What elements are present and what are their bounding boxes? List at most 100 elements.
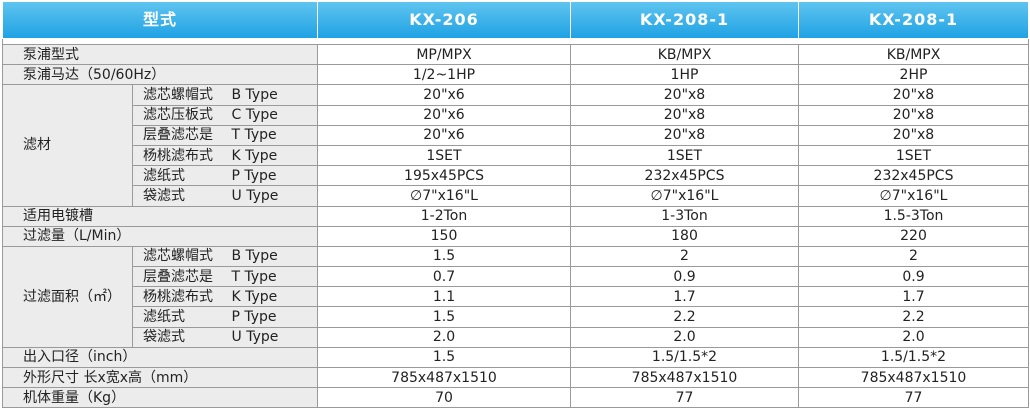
spec-row-dimensions: 外形尺寸 长x宽x高（mm） 785x487x1510 785x487x1510 78…	[2, 366, 1029, 389]
spec-row-filter-area-item: 滤纸式 P Type 1.5 2.2 2.2	[3, 306, 1029, 328]
spec-value: 1-3Ton	[570, 205, 799, 227]
sub-item-name: 滤芯压板式	[132, 104, 228, 126]
spec-value: 70	[317, 387, 571, 409]
spec-value: 1.5/1.5*2	[798, 346, 1029, 369]
sub-item-name: 层叠滤芯是	[132, 124, 228, 146]
sub-item-name: 滤芯螺帽式	[132, 84, 228, 106]
spec-value: KB/MPX	[570, 43, 799, 66]
spec-value: 1.5/1.5*2	[570, 346, 799, 369]
spec-value: ∅7"x16"L	[317, 185, 571, 207]
spec-value: 2.0	[570, 326, 799, 348]
spec-value: 1/2~1HP	[317, 64, 571, 86]
spec-value: 195x45PCS	[317, 165, 571, 187]
header-model-1: KX-206	[317, 2, 571, 39]
spec-value: 2.2	[570, 306, 799, 328]
spec-value: 232x45PCS	[570, 165, 799, 187]
spec-value: 1.5	[317, 306, 571, 328]
spec-value: 20"x8	[798, 84, 1029, 106]
spec-value: 1.7	[570, 286, 799, 308]
spec-value: 20"x8	[570, 104, 799, 126]
spec-value: 785x487x1510	[570, 366, 799, 389]
spec-value: 1.5	[317, 245, 571, 268]
sub-item-name: 滤纸式	[132, 165, 228, 187]
spec-row-filter-media-item: 滤纸式 P Type 195x45PCS 232x45PCS 232x45PCS	[3, 165, 1029, 187]
sub-item-name: 杨桃滤布式	[132, 144, 228, 167]
spec-value: 1SET	[798, 144, 1029, 167]
spec-value: 1SET	[570, 144, 799, 167]
spec-value: 20"x6	[317, 104, 571, 126]
sub-item-type: B Type	[227, 245, 318, 268]
sub-item-type: U Type	[227, 326, 318, 348]
sub-item-name: 层叠滤芯是	[132, 266, 228, 288]
spec-row-pump-type: 泵浦型式 MP/MPX KB/MPX KB/MPX	[2, 43, 1029, 66]
spec-table: 型式 KX-206 KX-208-1 KX-208-1 泵浦型式 MP/MPX KB…	[2, 2, 1029, 409]
spec-value: 232x45PCS	[798, 165, 1029, 187]
spec-row-port-diameter: 出入口径（inch） 1.5 1.5/1.5*2 1.5/1.5*2	[2, 346, 1029, 369]
spec-value: 2HP	[798, 64, 1029, 86]
spec-value: 1.5	[317, 346, 571, 369]
spec-value: 1SET	[317, 144, 571, 167]
row-label: 适用电镀槽	[2, 205, 318, 227]
spec-row-filter-media-item: 层叠滤芯是 T Type 20"x6 20"x8 20"x8	[3, 124, 1029, 146]
spec-row-filter-area-item: 层叠滤芯是 T Type 0.7 0.9 0.9	[3, 266, 1029, 288]
spec-value: 785x487x1510	[798, 366, 1029, 389]
sub-item-type: K Type	[227, 144, 318, 167]
sub-item-type: B Type	[227, 84, 318, 106]
spec-row-filter-media-item: 滤芯压板式 C Type 20"x6 20"x8 20"x8	[3, 104, 1029, 126]
spec-value: ∅7"x16"L	[570, 185, 799, 207]
spec-row-filter-area-item: 过滤面积（㎡） 滤芯螺帽式 B Type 1.5 2 2	[2, 245, 1029, 348]
spec-value: 77	[570, 387, 799, 409]
header-row: 型式 KX-206 KX-208-1 KX-208-1	[2, 2, 1029, 39]
spec-value: 77	[798, 387, 1029, 409]
spec-value: 785x487x1510	[317, 366, 571, 389]
spec-value: 20"x8	[798, 124, 1029, 146]
spec-value: 1.5-3Ton	[798, 205, 1029, 227]
sub-item-name: 滤纸式	[132, 306, 228, 328]
spec-row-filter-media-item: 袋滤式 U Type ∅7"x16"L ∅7"x16"L ∅7"x16"L	[3, 185, 1029, 207]
spec-row-filter-media-item: 杨桃滤布式 K Type 1SET 1SET 1SET	[3, 144, 1029, 167]
sub-item-type: T Type	[227, 124, 318, 146]
spec-row-filter-area-item: 袋滤式 U Type 2.0 2.0 2.0	[3, 326, 1029, 348]
spec-value: ∅7"x16"L	[798, 185, 1029, 207]
spec-body: 泵浦型式 MP/MPX KB/MPX KB/MPX 泵浦马达（50/60Hz） 1/2~1…	[2, 38, 1029, 409]
sub-item-name: 杨桃滤布式	[132, 286, 228, 308]
spec-row-plating-tank: 适用电镀槽 1-2Ton 1-3Ton 1.5-3Ton	[2, 205, 1029, 227]
spec-value: 2	[798, 245, 1029, 268]
sub-item-name: 袋滤式	[132, 326, 228, 348]
spec-value: 220	[798, 225, 1029, 247]
spec-row-filter-area-item: 杨桃滤布式 K Type 1.1 1.7 1.7	[3, 286, 1029, 308]
spec-value: 150	[317, 225, 571, 247]
spec-value: 2	[570, 245, 799, 268]
row-label: 出入口径（inch）	[2, 346, 318, 369]
sub-item-type: K Type	[227, 286, 318, 308]
spec-value: 2.2	[798, 306, 1029, 328]
spec-row-flow-rate: 过滤量（L/Min） 150 180 220	[2, 225, 1029, 247]
spec-row-weight: 机体重量（Kg） 70 77 77	[2, 387, 1029, 409]
sub-item-type: C Type	[227, 104, 318, 126]
sub-item-name: 袋滤式	[132, 185, 228, 207]
spec-value: 20"x8	[798, 104, 1029, 126]
header-model-label: 型式	[2, 2, 318, 39]
spec-value: 1.7	[798, 286, 1029, 308]
spec-value: 180	[570, 225, 799, 247]
row-label: 机体重量（Kg）	[2, 387, 318, 409]
spec-row-pump-motor: 泵浦马达（50/60Hz） 1/2~1HP 1HP 2HP	[2, 64, 1029, 86]
spec-value: 20"x6	[317, 124, 571, 146]
header-model-2: KX-208-1	[570, 2, 799, 39]
sub-item-type: U Type	[227, 185, 318, 207]
spec-value: KB/MPX	[798, 43, 1029, 66]
spec-value: 0.9	[570, 266, 799, 288]
spec-value: 2.0	[317, 326, 571, 348]
spec-value: 0.7	[317, 266, 571, 288]
spec-value: 1.1	[317, 286, 571, 308]
sub-item-type: P Type	[227, 165, 318, 187]
group-label: 过滤面积（㎡）	[2, 245, 133, 348]
row-label: 过滤量（L/Min）	[2, 225, 318, 247]
group-label: 滤材	[2, 84, 133, 207]
row-label: 外形尺寸 长x宽x高（mm）	[2, 366, 318, 389]
sub-item-name: 滤芯螺帽式	[132, 245, 228, 268]
spec-value: 0.9	[798, 266, 1029, 288]
spec-value: 1HP	[570, 64, 799, 86]
sub-item-type: T Type	[227, 266, 318, 288]
